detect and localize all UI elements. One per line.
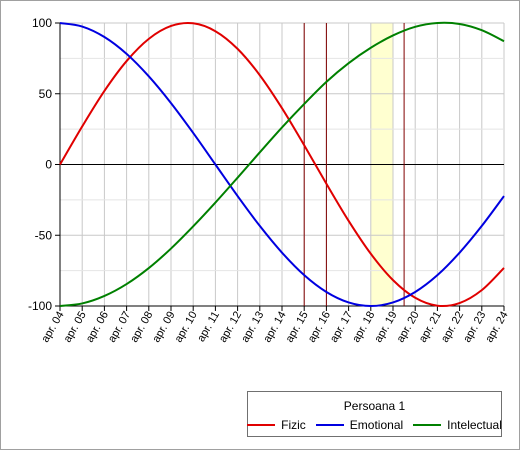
legend-swatch-fizic [247,424,276,426]
y-tick-label: -50 [35,228,53,242]
legend: Persoana 1 Fizic Emotional Intelectual [247,391,502,437]
legend-title: Persoana 1 [343,399,406,413]
legend-items: Fizic Emotional Intelectual [247,418,502,432]
legend-item-intelectual: Intelectual [413,418,502,432]
series-line-fizic [59,21,505,308]
legend-item-fizic: Fizic [247,418,306,432]
series-line-emotional [59,22,505,307]
legend-label-fizic: Fizic [281,418,306,432]
legend-swatch-emotional [315,424,344,426]
y-tick-label: 50 [39,87,53,101]
legend-label-intelectual: Intelectual [447,418,502,432]
y-tick-label: 100 [32,16,52,30]
legend-item-emotional: Emotional [315,418,404,432]
y-tick-label: 0 [45,158,52,172]
legend-swatch-intelectual [413,424,442,426]
x-tick-label: apr. 24 [483,310,510,345]
y-tick-label: -100 [28,299,52,313]
legend-label-emotional: Emotional [349,418,404,432]
series-line-intelectual [59,21,505,307]
